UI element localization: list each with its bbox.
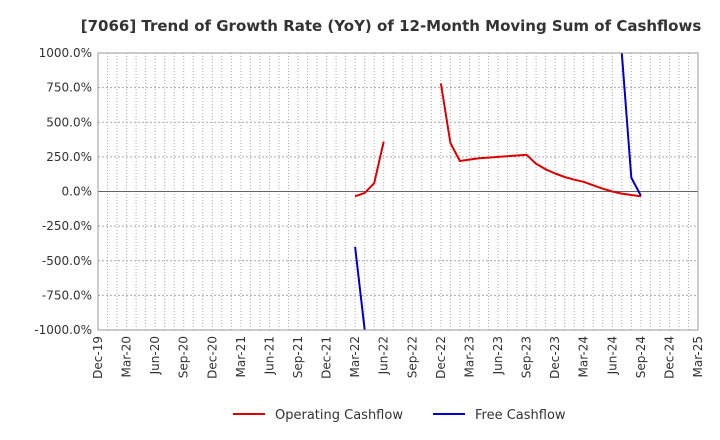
- x-tick-label: Mar-23: [462, 336, 476, 377]
- x-tick-label: Mar-22: [348, 336, 362, 377]
- y-tick-label: 500.0%: [46, 115, 92, 129]
- y-axis: 1000.0% 750.0% 500.0% 250.0% 0.0% -250.0% -500…: [34, 46, 92, 337]
- plot-frame: [97, 52, 699, 331]
- x-tick-label: Sep-21: [291, 336, 305, 378]
- y-tick-label: -500.0%: [42, 254, 92, 268]
- grid: [98, 53, 698, 330]
- x-tick-label: Jun-20: [148, 336, 162, 375]
- x-tick-label: Mar-20: [120, 336, 134, 377]
- y-tick-label: 250.0%: [46, 150, 92, 164]
- x-tick-label: Mar-25: [691, 336, 705, 377]
- plot-lines: [354, 52, 642, 331]
- x-tick-label: Dec-21: [320, 336, 334, 379]
- y-tick-label: -750.0%: [42, 288, 92, 302]
- x-axis: Dec-19 Mar-20 Jun-20 Sep-20 Dec-20 Mar-21 Jun-…: [91, 336, 705, 379]
- x-tick-label: Dec-19: [91, 336, 105, 379]
- legend: Operating Cashflow Free Cashflow: [233, 408, 566, 423]
- x-tick-label: Jun-21: [262, 336, 276, 375]
- x-tick-label: Sep-22: [405, 336, 419, 378]
- x-tick-label: Sep-23: [520, 336, 534, 378]
- x-tick-label: Dec-24: [662, 336, 676, 379]
- series-line-operating-cashflow: [439, 83, 642, 198]
- series-line-free-cashflow: [620, 52, 642, 197]
- legend-label: Operating Cashflow: [275, 408, 403, 423]
- chart-title: [7066] Trend of Growth Rate (YoY) of 12-…: [81, 17, 702, 35]
- y-tick-label: 1000.0%: [39, 46, 92, 60]
- y-tick-label: -1000.0%: [34, 323, 92, 337]
- x-tick-label: Jun-22: [377, 336, 391, 375]
- x-tick-label: Mar-21: [234, 336, 248, 377]
- x-tick-label: Dec-20: [205, 336, 219, 379]
- legend-label: Free Cashflow: [475, 408, 566, 423]
- x-tick-label: Dec-22: [434, 336, 448, 379]
- y-tick-label: -250.0%: [42, 219, 92, 233]
- series-line-operating-cashflow: [354, 141, 385, 198]
- series-line-free-cashflow: [354, 246, 366, 331]
- x-tick-label: Jun-24: [605, 336, 619, 375]
- x-tick-label: Mar-24: [577, 336, 591, 377]
- x-tick-label: Dec-23: [548, 336, 562, 379]
- x-tick-label: Jun-23: [491, 336, 505, 375]
- x-tick-label: Sep-24: [634, 336, 648, 378]
- y-tick-label: 0.0%: [62, 185, 93, 199]
- y-tick-label: 750.0%: [46, 81, 92, 95]
- x-tick-label: Sep-20: [177, 336, 191, 378]
